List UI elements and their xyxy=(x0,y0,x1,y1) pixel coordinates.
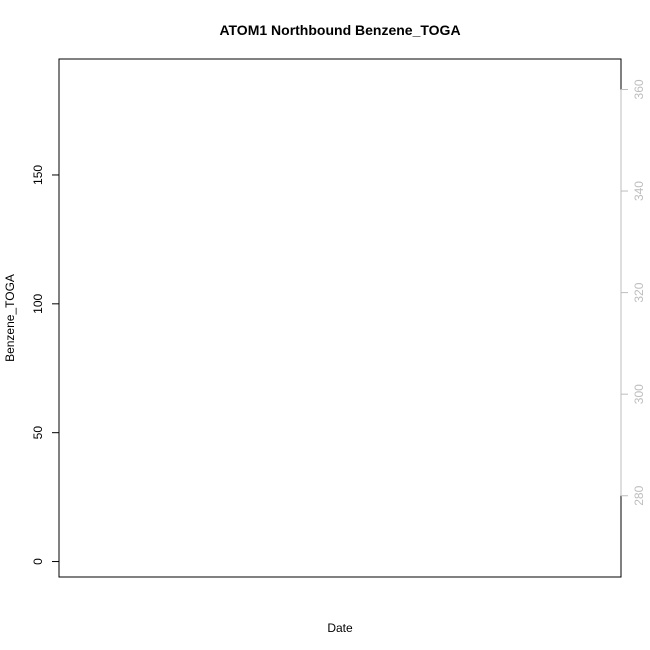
y2-tick-label: 300 xyxy=(632,384,646,404)
y2-tick-label: 340 xyxy=(632,181,646,201)
y-tick-label: 100 xyxy=(31,293,45,313)
y-tick-label: 50 xyxy=(31,426,45,440)
y2-tick-label: 360 xyxy=(632,79,646,99)
y2-tick-label: 320 xyxy=(632,282,646,302)
chart-title: ATOM1 Northbound Benzene_TOGA xyxy=(219,22,460,38)
y-axis-label: Benzene_TOGA xyxy=(3,274,17,362)
y-tick-label: 0 xyxy=(31,558,45,565)
x-axis-label: Date xyxy=(327,621,353,635)
axes-layer: Aug 13Aug 15Aug 17Aug 19Aug 210501001502… xyxy=(31,79,646,565)
y2-tick-label: 280 xyxy=(632,485,646,505)
y-tick-label: 150 xyxy=(31,165,45,185)
